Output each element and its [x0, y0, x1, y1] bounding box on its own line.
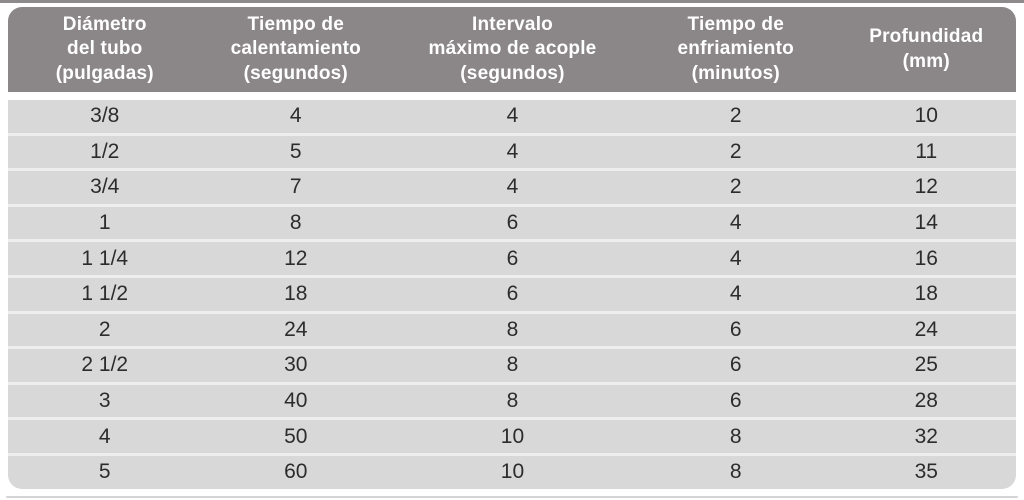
cell-acople: 4 — [506, 175, 519, 199]
cell-profundidad: 24 — [914, 317, 938, 341]
table-row: 1/2 5 4 2 11 — [8, 135, 1016, 172]
cell-diametro: 1 1/4 — [81, 246, 129, 270]
cell-profundidad: 14 — [914, 211, 938, 235]
cell-diametro: 5 — [98, 460, 111, 484]
top-divider-line — [0, 0, 1024, 3]
cell-enfriamiento: 8 — [729, 460, 742, 484]
cell-enfriamiento: 6 — [729, 389, 742, 413]
cell-profundidad: 12 — [914, 175, 938, 199]
header-diametro-del-tubo: Diámetro del tubo (pulgadas) — [55, 14, 154, 84]
cell-profundidad: 16 — [914, 246, 938, 270]
cell-diametro: 1 1/2 — [81, 282, 129, 306]
cell-profundidad: 28 — [914, 389, 938, 413]
cell-diametro: 3/8 — [90, 104, 120, 128]
cell-enfriamiento: 2 — [729, 139, 742, 163]
cell-enfriamiento: 4 — [729, 282, 742, 306]
table-row: 1 1/4 12 6 4 16 — [8, 242, 1016, 278]
table-row: 2 1/2 30 8 6 25 — [8, 349, 1016, 385]
cell-enfriamiento: 6 — [729, 353, 742, 377]
cell-diametro: 1 — [98, 211, 111, 235]
cell-acople: 8 — [506, 389, 519, 413]
table-row: 5 60 10 8 35 — [8, 455, 1016, 489]
table-header-row: Diámetro del tubo (pulgadas) Tiempo de c… — [8, 7, 1016, 92]
cell-profundidad: 10 — [914, 104, 938, 128]
cell-acople: 8 — [506, 317, 519, 341]
cell-diametro: 3/4 — [90, 175, 120, 199]
table-row: 3 40 8 6 28 — [8, 384, 1016, 421]
cell-acople: 6 — [506, 211, 519, 235]
cell-enfriamiento: 8 — [729, 424, 742, 448]
cell-calentamiento: 50 — [284, 424, 308, 448]
cell-diametro: 3 — [98, 389, 111, 413]
cell-calentamiento: 5 — [289, 139, 302, 163]
cell-calentamiento: 30 — [284, 353, 308, 377]
cell-calentamiento: 4 — [289, 104, 302, 128]
bottom-divider-line — [6, 496, 1018, 498]
table-row: 3/8 4 4 2 10 — [8, 100, 1016, 136]
cell-diametro: 2 — [98, 317, 111, 341]
cell-acople: 4 — [506, 139, 519, 163]
cell-diametro: 1/2 — [90, 139, 120, 163]
cell-calentamiento: 7 — [289, 175, 302, 199]
cell-acople: 4 — [506, 104, 519, 128]
cell-enfriamiento: 2 — [729, 104, 742, 128]
parameters-table: Diámetro del tubo (pulgadas) Tiempo de c… — [8, 7, 1016, 489]
cell-calentamiento: 12 — [284, 246, 308, 270]
cell-acople: 10 — [500, 460, 525, 484]
table-row: 4 50 10 8 32 — [8, 420, 1016, 456]
cell-profundidad: 32 — [914, 424, 938, 448]
cell-profundidad: 11 — [915, 139, 938, 163]
cell-profundidad: 18 — [914, 282, 938, 306]
cell-acople: 10 — [500, 424, 525, 448]
header-profundidad: Profundidad (mm) — [869, 26, 984, 72]
cell-diametro: 2 1/2 — [81, 353, 129, 377]
cell-profundidad: 35 — [914, 460, 938, 484]
cell-calentamiento: 24 — [284, 317, 308, 341]
cell-calentamiento: 8 — [289, 211, 302, 235]
cell-enfriamiento: 4 — [729, 246, 742, 270]
cell-acople: 6 — [506, 282, 519, 306]
table-row: 1 1/2 18 6 4 18 — [8, 277, 1016, 314]
cell-profundidad: 25 — [914, 353, 938, 377]
cell-calentamiento: 40 — [284, 389, 308, 413]
table-body: 3/8 4 4 2 10 1/2 5 4 2 11 3/4 7 4 2 12 1… — [8, 100, 1016, 489]
cell-calentamiento: 60 — [284, 460, 308, 484]
cell-enfriamiento: 4 — [729, 211, 742, 235]
cell-diametro: 4 — [98, 424, 111, 448]
header-tiempo-de-enfriamiento: Tiempo de enfriamiento (minutos) — [677, 14, 794, 84]
table-row: 2 24 8 6 24 — [8, 313, 1016, 350]
cell-enfriamiento: 2 — [729, 175, 742, 199]
header-intervalo-maximo-de-acople: Intervalo máximo de acople (segundos) — [428, 14, 597, 84]
table-row: 3/4 7 4 2 12 — [8, 171, 1016, 207]
table-row: 1 8 6 4 14 — [8, 206, 1016, 243]
cell-acople: 6 — [506, 246, 519, 270]
cell-enfriamiento: 6 — [729, 317, 742, 341]
header-tiempo-de-calentamiento: Tiempo de calentamiento (segundos) — [230, 14, 361, 84]
cell-acople: 8 — [506, 353, 519, 377]
cell-calentamiento: 18 — [284, 282, 308, 306]
